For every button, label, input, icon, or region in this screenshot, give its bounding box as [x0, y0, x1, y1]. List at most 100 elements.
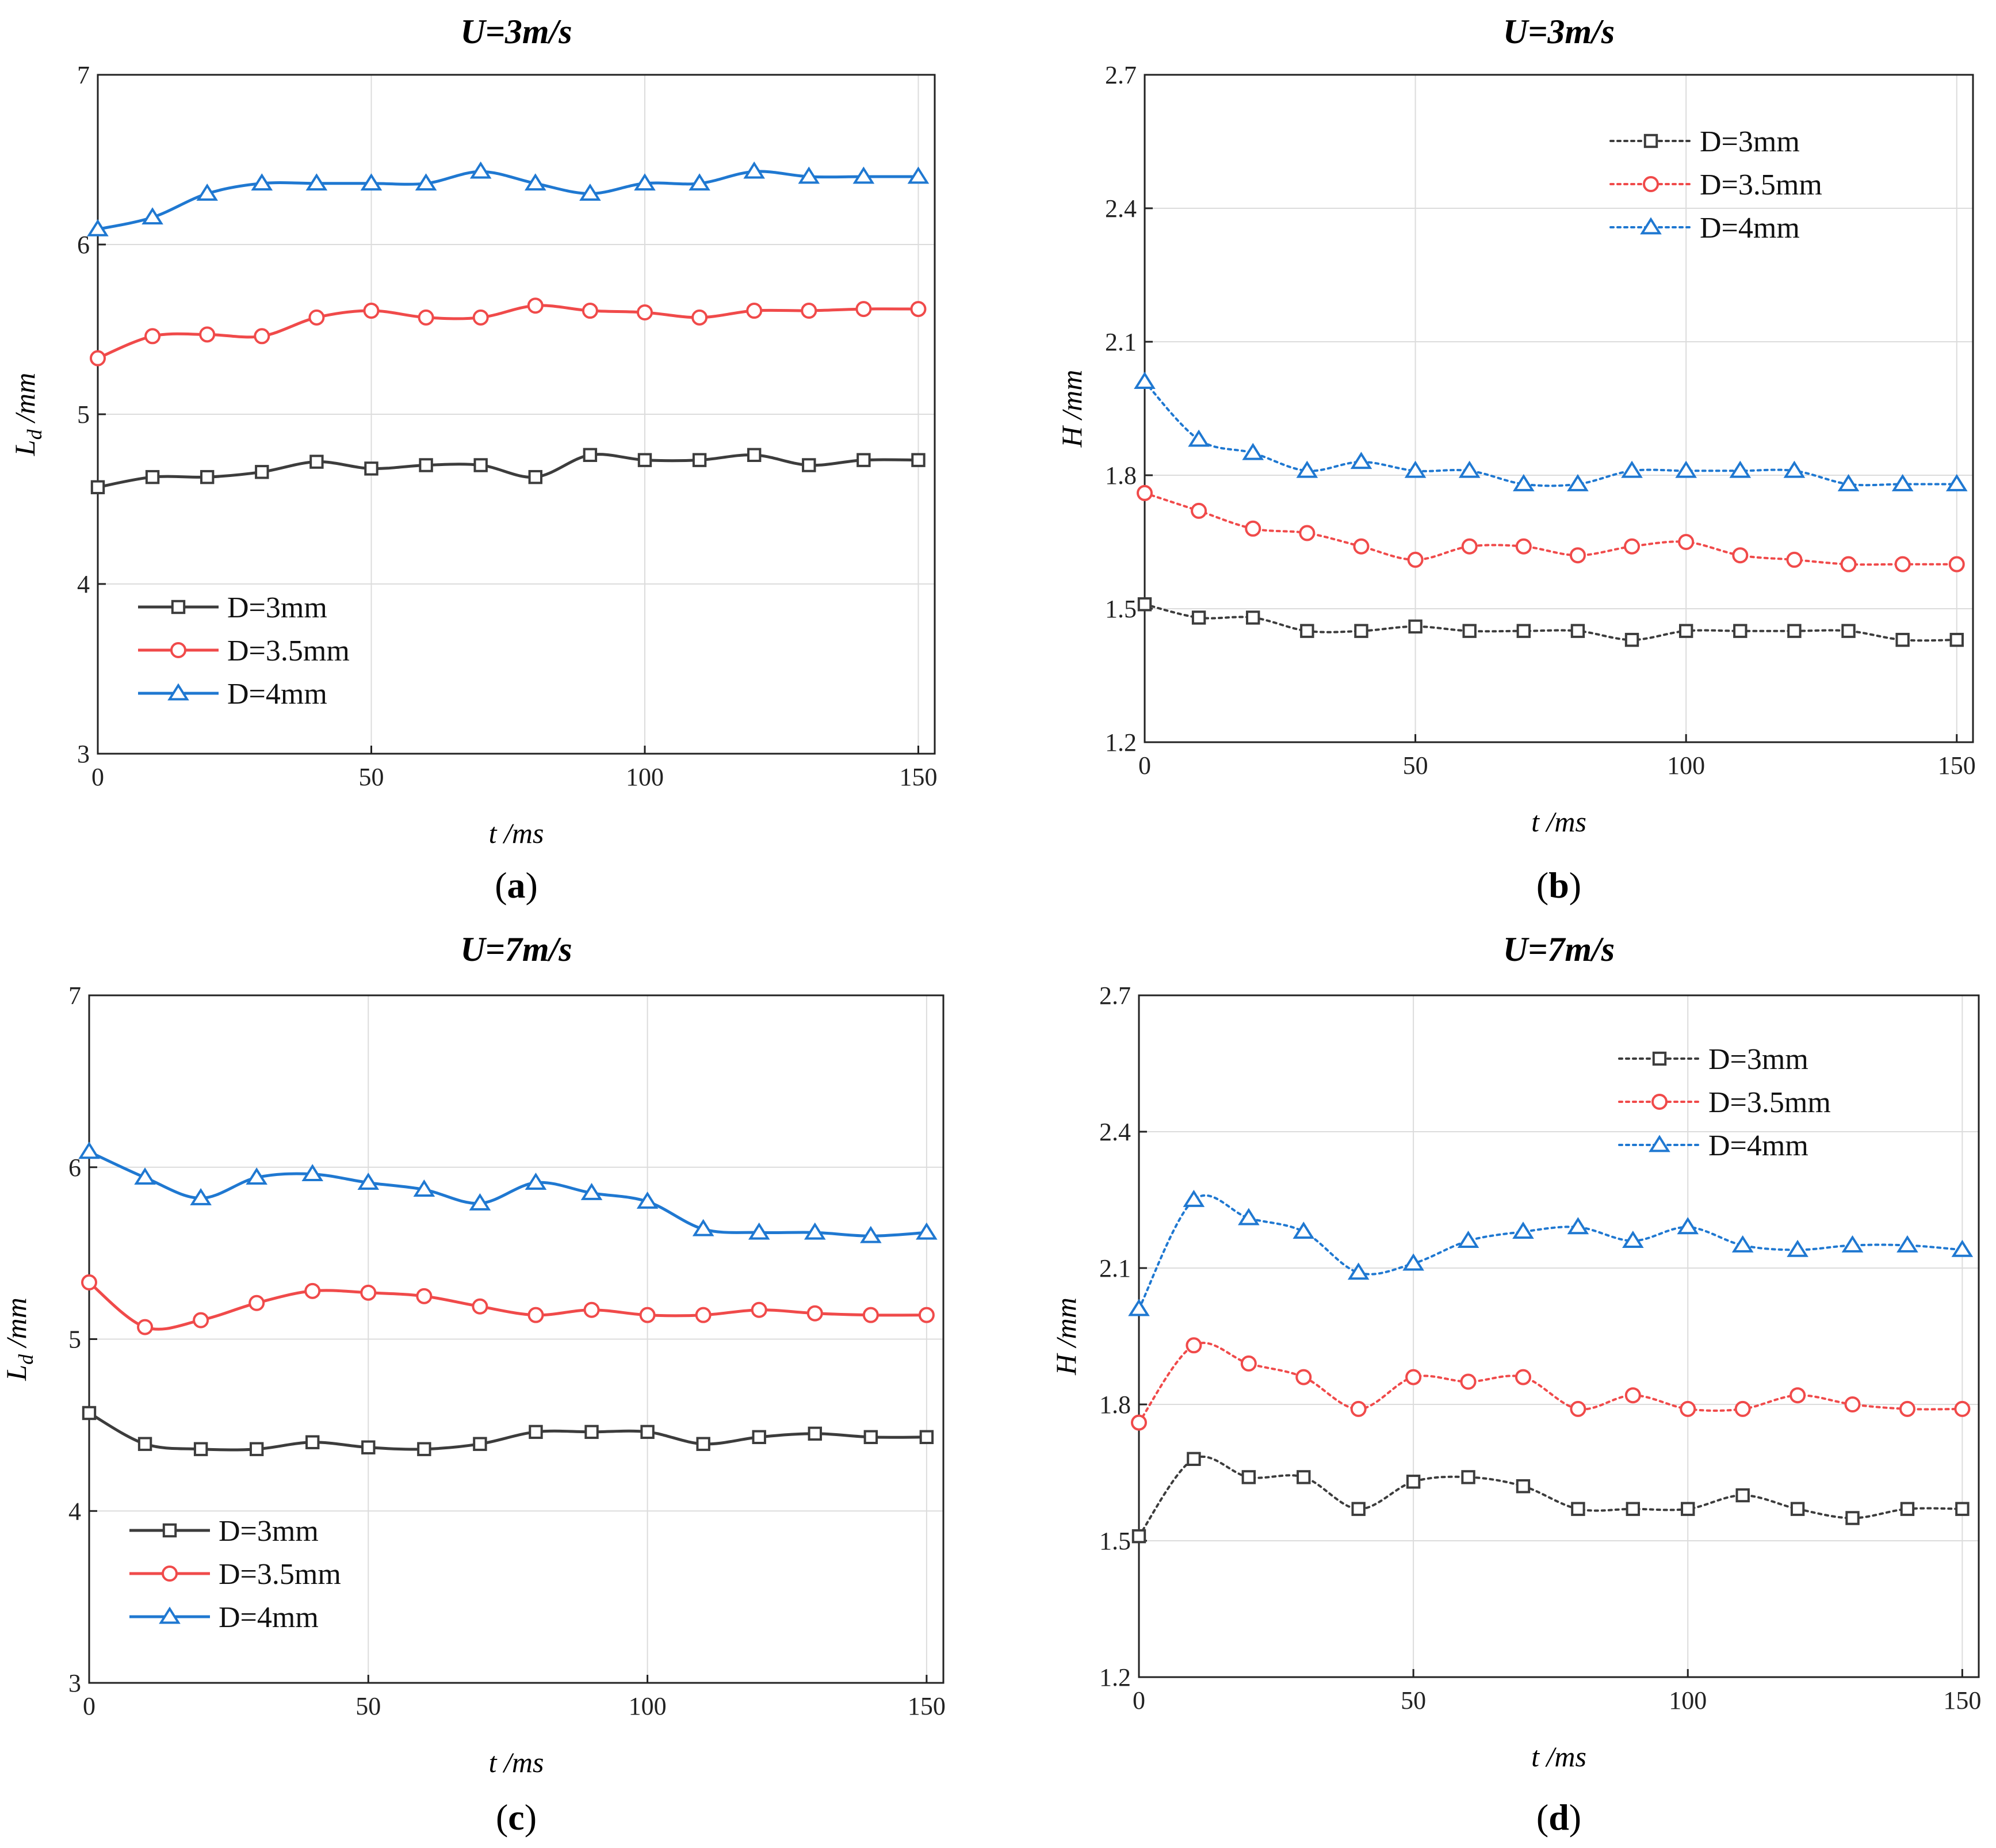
data-point — [1948, 556, 1965, 572]
data-point — [1406, 1475, 1421, 1489]
x-tick-label: 0 — [83, 1692, 95, 1720]
series-d-3mm — [1137, 597, 1964, 647]
legend: D=3mm D=3.5mm D=4mm — [1618, 1043, 1831, 1162]
data-point — [863, 1430, 878, 1444]
chart-title: U=3m/s — [460, 13, 572, 51]
series-d-4mm — [87, 161, 930, 236]
y-tick-label: 1.5 — [1105, 595, 1137, 623]
data-point — [798, 166, 820, 184]
data-point — [1515, 1369, 1531, 1385]
legend-label: D=3.5mm — [219, 1558, 341, 1591]
data-point — [919, 1430, 934, 1444]
y-tick-label: 7 — [68, 982, 81, 1010]
chart-title: U=7m/s — [460, 930, 572, 968]
data-point — [246, 1167, 267, 1185]
series-d-3-5mm — [1137, 484, 1965, 572]
panel-label-close: ) — [1569, 865, 1581, 906]
data-point — [360, 1284, 377, 1301]
y-tick-label: 4 — [77, 570, 90, 598]
panel-label-letter: d — [1548, 1797, 1569, 1838]
legend-marker — [170, 642, 186, 658]
series-line — [88, 1281, 927, 1331]
data-point — [525, 1173, 547, 1190]
data-point — [1516, 1479, 1531, 1494]
legend: D=3mm D=3.5mm D=4mm — [129, 1515, 341, 1634]
data-point — [78, 1141, 100, 1159]
data-point — [1137, 597, 1152, 612]
y-axis-label: H /mm — [1056, 370, 1088, 448]
y-tick-label: 7 — [77, 61, 90, 89]
data-point — [1895, 632, 1910, 647]
legend-marker — [162, 1523, 177, 1538]
data-point — [1951, 1239, 1974, 1257]
data-point — [802, 458, 816, 472]
data-point — [1354, 624, 1368, 638]
data-point — [856, 453, 871, 467]
data-point — [860, 1225, 882, 1243]
legend-label: D=4mm — [1708, 1129, 1808, 1162]
series-line — [1138, 1455, 1964, 1538]
y-tick-label: 6 — [68, 1154, 81, 1182]
panel-b: U=3m/s 0 50 100 150 1.2 1.5 1.8 2.1 2.4 2.7 t /ms H … — [1056, 13, 1976, 906]
series-d-3-5mm — [90, 297, 927, 366]
data-point — [1735, 1488, 1750, 1503]
data-point — [193, 1312, 209, 1328]
data-point — [1675, 460, 1697, 478]
data-point — [1841, 1235, 1864, 1253]
data-point — [751, 1301, 767, 1318]
data-point — [911, 453, 926, 467]
panel-c: U=7m/s 0 50 100 150 3 4 5 6 7 t /ms Ld /mm D=3mm D=3.… — [0, 930, 946, 1838]
data-point — [1297, 1470, 1311, 1484]
data-point — [469, 161, 492, 179]
data-point — [1841, 624, 1856, 638]
legend-marker — [1651, 1094, 1668, 1110]
legend-marker — [1640, 217, 1662, 235]
data-point — [1626, 1502, 1641, 1516]
panel-label: (a) — [495, 865, 538, 906]
y-axis-symbol: H — [1050, 1353, 1082, 1376]
data-point — [1300, 624, 1314, 638]
data-point — [1570, 624, 1585, 638]
data-point — [691, 309, 708, 326]
panel-label-open: ( — [496, 1797, 508, 1838]
data-point — [852, 166, 875, 184]
data-point — [746, 303, 763, 319]
data-point — [695, 1307, 712, 1323]
grid — [1145, 75, 1973, 742]
data-point — [145, 469, 160, 484]
data-point — [580, 1183, 603, 1200]
data-point — [309, 455, 324, 469]
data-point — [357, 1173, 380, 1190]
data-point — [743, 161, 765, 179]
data-point — [1137, 484, 1153, 501]
data-point — [639, 1307, 656, 1323]
panel-label-open: ( — [1536, 865, 1548, 906]
series-line — [88, 1411, 927, 1452]
data-point — [1783, 460, 1806, 478]
panel-label-close: ) — [526, 865, 538, 906]
data-point — [584, 1425, 599, 1440]
y-tick-label: 5 — [68, 1326, 81, 1354]
legend-label: D=3mm — [1708, 1043, 1808, 1076]
series-d-3mm — [90, 448, 926, 495]
data-point — [1131, 1414, 1147, 1431]
data-point — [1516, 624, 1531, 638]
panel-label-close: ) — [525, 1797, 537, 1838]
data-point — [1350, 452, 1372, 469]
data-point — [1353, 538, 1370, 555]
y-tick-label: 1.8 — [1105, 461, 1137, 490]
y-tick-label: 3 — [77, 740, 90, 768]
x-tick-label: 150 — [899, 763, 937, 791]
panel-label-open: ( — [495, 865, 507, 906]
data-point — [910, 301, 927, 318]
legend-label: D=3mm — [227, 591, 327, 624]
data-point — [416, 1288, 433, 1304]
x-tick-label: 50 — [358, 763, 384, 791]
data-point — [1404, 460, 1427, 478]
series-d-4mm — [78, 1141, 938, 1243]
data-point — [142, 207, 163, 225]
series-line — [1138, 1342, 1964, 1424]
data-point — [144, 328, 161, 345]
data-point — [634, 173, 656, 191]
grid — [89, 995, 943, 1683]
